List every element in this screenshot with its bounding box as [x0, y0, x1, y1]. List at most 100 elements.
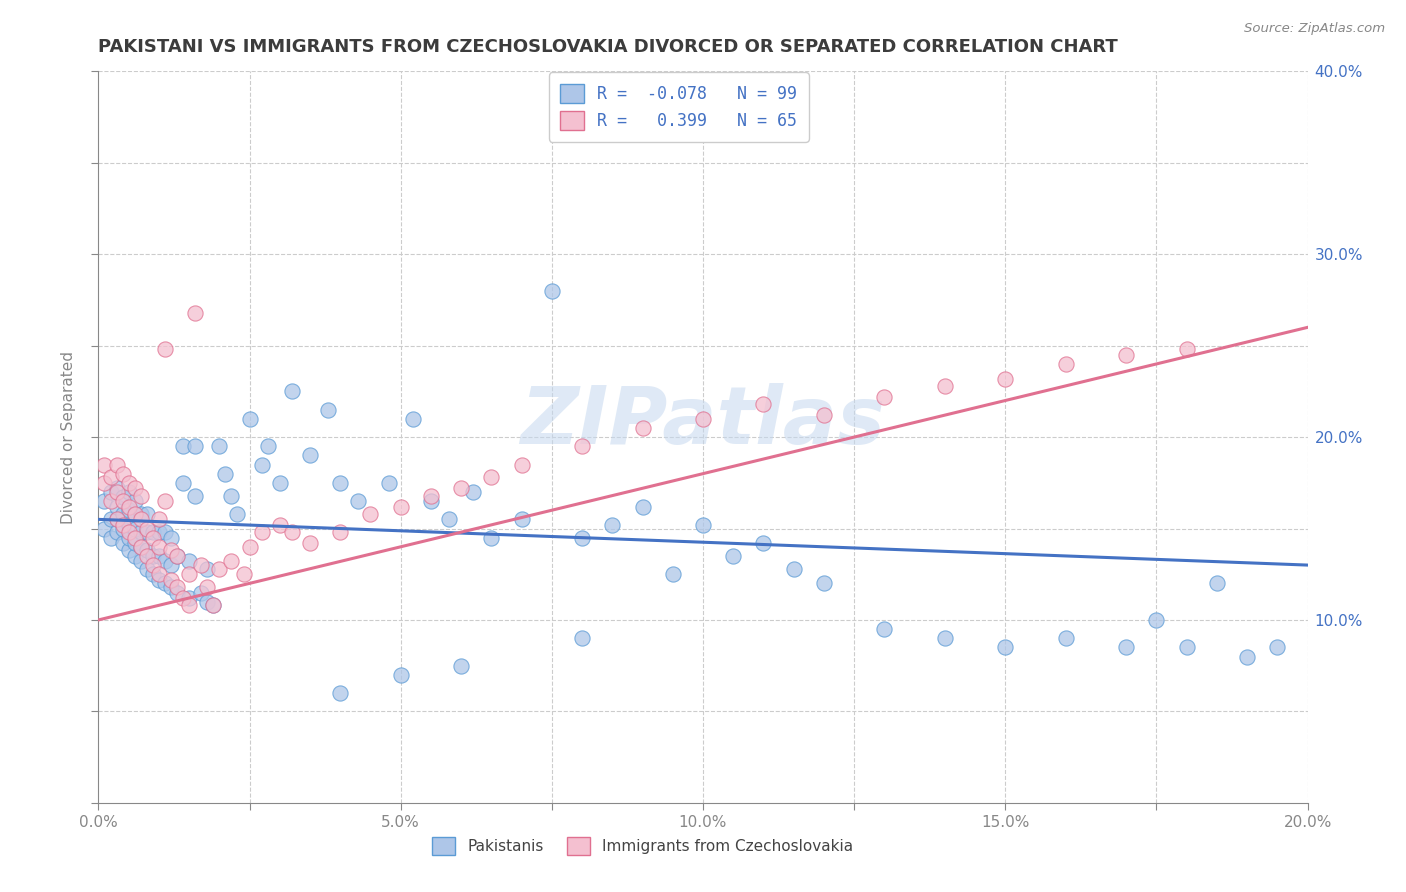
Point [481, 470, 503, 484]
Point [377, 475, 399, 490]
Point [129, 512, 152, 526]
Point [571, 439, 593, 453]
Point [221, 554, 243, 568]
Point [208, 562, 231, 576]
Point [160, 531, 183, 545]
Point [692, 412, 714, 426]
Point [105, 512, 128, 526]
Point [994, 371, 1017, 385]
Point [100, 531, 122, 545]
Point [166, 549, 188, 563]
Point [142, 567, 165, 582]
Point [93, 458, 115, 472]
Point [100, 485, 122, 500]
Y-axis label: Divorced or Separated: Divorced or Separated [60, 351, 76, 524]
Point [148, 525, 170, 540]
Point [481, 531, 503, 545]
Point [540, 284, 562, 298]
Point [111, 517, 134, 532]
Point [148, 573, 170, 587]
Point [571, 531, 593, 545]
Point [148, 512, 170, 526]
Point [111, 467, 134, 481]
Point [179, 567, 201, 582]
Point [124, 521, 146, 535]
Point [783, 562, 806, 576]
Point [873, 622, 896, 636]
Point [135, 562, 157, 576]
Point [994, 640, 1017, 655]
Point [571, 632, 593, 646]
Point [105, 525, 128, 540]
Point [813, 576, 835, 591]
Point [111, 494, 134, 508]
Point [269, 475, 291, 490]
Point [239, 540, 262, 554]
Point [202, 599, 225, 613]
Point [221, 489, 243, 503]
Point [179, 591, 201, 605]
Point [202, 599, 225, 613]
Point [1206, 576, 1229, 591]
Point [752, 536, 775, 550]
Point [179, 554, 201, 568]
Point [389, 667, 412, 681]
Point [100, 494, 122, 508]
Point [160, 543, 183, 558]
Point [281, 384, 304, 399]
Point [135, 525, 157, 540]
Point [124, 481, 146, 495]
Point [124, 531, 146, 545]
Point [148, 567, 170, 582]
Point [329, 475, 352, 490]
Point [1236, 649, 1258, 664]
Point [148, 540, 170, 554]
Point [692, 517, 714, 532]
Point [153, 494, 176, 508]
Point [129, 540, 152, 554]
Point [100, 512, 122, 526]
Point [184, 489, 207, 503]
Legend: Pakistanis, Immigrants from Czechoslovakia: Pakistanis, Immigrants from Czechoslovak… [426, 831, 859, 861]
Point [124, 549, 146, 563]
Point [111, 491, 134, 505]
Point [208, 439, 231, 453]
Point [510, 458, 533, 472]
Point [1267, 640, 1289, 655]
Point [135, 507, 157, 521]
Point [316, 402, 339, 417]
Point [153, 554, 176, 568]
Point [232, 567, 254, 582]
Point [142, 558, 165, 573]
Point [160, 558, 183, 573]
Point [129, 507, 152, 521]
Point [190, 585, 212, 599]
Point [661, 567, 683, 582]
Point [420, 494, 443, 508]
Text: PAKISTANI VS IMMIGRANTS FROM CZECHOSLOVAKIA DIVORCED OR SEPARATED CORRELATION CH: PAKISTANI VS IMMIGRANTS FROM CZECHOSLOVA… [98, 38, 1118, 56]
Point [129, 540, 152, 554]
Point [631, 500, 654, 514]
Point [153, 576, 176, 591]
Point [1054, 357, 1077, 371]
Point [402, 412, 425, 426]
Point [160, 573, 183, 587]
Point [129, 554, 152, 568]
Point [105, 485, 128, 500]
Point [172, 475, 194, 490]
Point [1115, 348, 1137, 362]
Point [93, 475, 115, 490]
Point [105, 458, 128, 472]
Point [329, 525, 352, 540]
Point [135, 521, 157, 535]
Point [93, 521, 115, 535]
Point [195, 580, 218, 594]
Point [105, 500, 128, 514]
Point [329, 686, 352, 700]
Point [166, 585, 188, 599]
Point [129, 489, 152, 503]
Point [111, 521, 134, 535]
Point [118, 525, 141, 540]
Point [172, 439, 194, 453]
Point [190, 558, 212, 573]
